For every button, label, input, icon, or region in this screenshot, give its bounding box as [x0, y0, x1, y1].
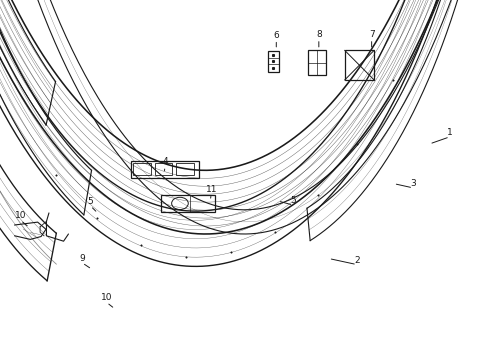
Text: 2: 2 — [353, 256, 359, 265]
Bar — [307, 50, 325, 75]
Text: 6: 6 — [273, 31, 279, 40]
Bar — [176, 163, 193, 175]
Text: 7: 7 — [368, 30, 374, 39]
Bar — [267, 51, 278, 72]
Text: 11: 11 — [205, 185, 217, 194]
Bar — [133, 163, 150, 175]
Bar — [161, 195, 215, 212]
Text: 3: 3 — [409, 179, 415, 188]
Text: 5: 5 — [290, 196, 296, 205]
Text: 4: 4 — [162, 157, 168, 166]
Bar — [154, 163, 172, 175]
Bar — [131, 161, 198, 178]
Text: 8: 8 — [315, 30, 321, 39]
Text: 9: 9 — [79, 254, 85, 263]
Text: 5: 5 — [87, 197, 93, 206]
Text: 10: 10 — [101, 293, 112, 302]
Bar — [344, 50, 373, 80]
Text: 1: 1 — [446, 128, 452, 137]
Text: 10: 10 — [15, 211, 26, 220]
